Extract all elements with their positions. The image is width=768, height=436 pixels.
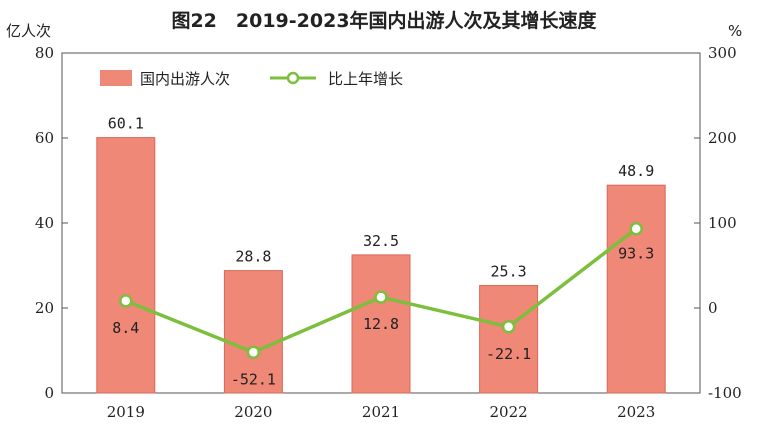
left-tick-label: 40	[35, 214, 54, 232]
bar	[479, 284, 539, 394]
line-value-label: -52.1	[231, 370, 276, 388]
left-tick-label: 60	[35, 129, 54, 147]
left-tick-label: 80	[35, 44, 54, 62]
bar-value-label: 48.9	[618, 162, 654, 180]
bar-value-label: 60.1	[108, 115, 144, 133]
line-marker	[246, 345, 261, 360]
bar-value-label: 25.3	[491, 262, 527, 280]
left-axis-unit: 亿人次	[6, 22, 51, 40]
right-axis-ticks: -100 0 100 200 300	[694, 44, 742, 402]
legend-bar-swatch	[100, 70, 132, 86]
right-tick-label: 300	[708, 44, 737, 62]
bar	[351, 254, 411, 394]
bar	[96, 137, 156, 394]
legend: 国内出游人次 比上年增长	[100, 70, 403, 88]
bar-data-labels: 60.1 28.8 32.5 25.3 48.9	[108, 115, 655, 281]
legend-bar-label: 国内出游人次	[140, 70, 230, 88]
x-tick-label: 2021	[362, 403, 400, 421]
right-axis-unit: %	[728, 22, 742, 40]
chart-title: 图22 2019-2023年国内出游人次及其增长速度	[171, 9, 597, 32]
legend-line-marker	[286, 71, 300, 85]
line-series	[119, 221, 643, 360]
left-tick-label: 20	[35, 299, 54, 317]
bar-value-label: 28.8	[235, 248, 271, 266]
line-value-label: 93.3	[618, 245, 654, 263]
right-tick-label: 0	[708, 299, 718, 317]
line-marker	[119, 294, 133, 308]
line-value-label: -22.1	[486, 345, 531, 363]
x-tick-label: 2023	[617, 403, 655, 421]
left-tick-label: 0	[44, 384, 54, 402]
line-value-label: 12.8	[363, 315, 399, 333]
line-marker	[501, 320, 516, 334]
bar	[606, 184, 666, 394]
x-tick-label: 2022	[490, 403, 528, 421]
left-axis-ticks: 0 20 40 60 80	[35, 44, 68, 402]
right-tick-label: -100	[708, 384, 742, 402]
bar-series	[96, 137, 666, 394]
right-tick-label: 100	[708, 214, 737, 232]
line-marker	[374, 290, 388, 304]
x-tick-label: 2020	[234, 403, 272, 421]
x-tick-label: 2019	[107, 403, 145, 421]
legend-line-label: 比上年增长	[328, 70, 403, 88]
line-data-labels: 8.4 -52.1 12.8 -22.1 93.3	[112, 245, 654, 389]
x-axis-ticks: 2019 2020 2021 2022 2023	[107, 403, 656, 421]
right-tick-label: 200	[708, 129, 737, 147]
line-value-label: 8.4	[112, 319, 139, 337]
bar-value-label: 32.5	[363, 232, 399, 250]
line-marker	[629, 221, 643, 236]
bar	[223, 270, 283, 394]
